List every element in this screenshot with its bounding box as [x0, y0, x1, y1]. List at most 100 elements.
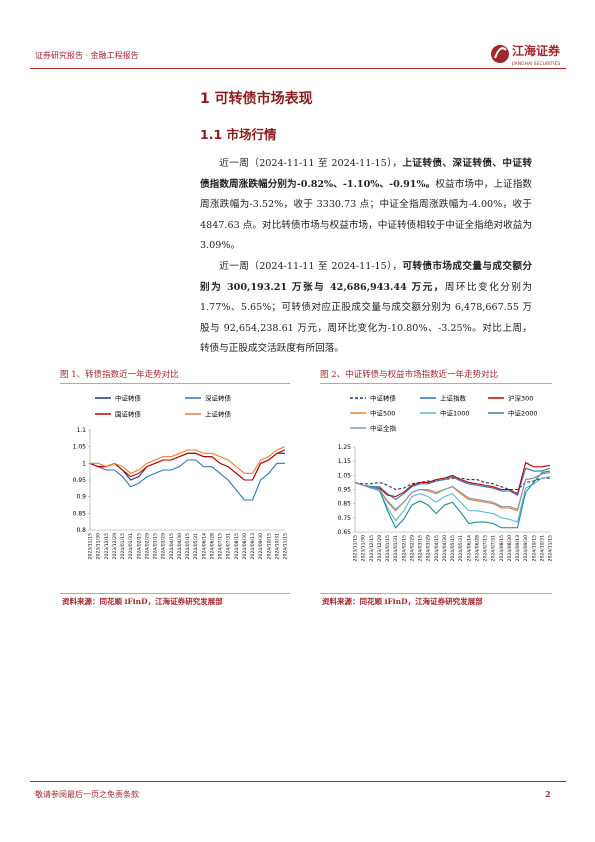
legend-label: 中证转债: [115, 394, 142, 403]
figure-caption: 图 1、转债指数近一年走势对比: [60, 368, 290, 384]
x-tick-label: 2024/05/31: [458, 535, 464, 562]
x-tick-label: 2023/11/30: [96, 533, 102, 560]
x-tick-label: 2024/09/13: [250, 533, 256, 560]
y-tick-label: 1.1: [76, 427, 86, 434]
x-tick-label: 2024/04/30: [442, 535, 448, 562]
line-series: [354, 476, 551, 523]
line-series: [354, 470, 551, 529]
x-tick-label: 2023/11/30: [361, 535, 367, 562]
x-tick-label: 2024/02/29: [144, 533, 150, 560]
x-tick-label: 2024/09/30: [258, 533, 264, 560]
text-run: 周环比变化分别为 1.77%、5.65%；可转债对应正股成交量与成交额分别为 6…: [200, 281, 532, 355]
subsection-title: 1.1 市场行情: [200, 127, 277, 142]
x-tick-label: 2024/11/15: [548, 535, 554, 562]
x-tick-label: 2024/01/15: [385, 535, 391, 562]
x-tick-label: 2024/02/15: [136, 533, 142, 560]
x-tick-label: 2024/03/29: [161, 533, 167, 560]
line-series: [89, 459, 285, 501]
logo-text: 江海证券: [512, 43, 561, 58]
x-tick-label: 2024/02/15: [401, 535, 407, 562]
x-tick-label: 2024/08/15: [234, 533, 240, 560]
legend-label: 中证1000: [440, 409, 470, 418]
x-tick-label: 2024/10/31: [539, 535, 545, 562]
y-tick-label: 0.85: [73, 510, 87, 517]
x-tick-label: 2024/06/14: [201, 533, 207, 560]
footer-text: 敬请参阅最后一页之免责条款: [35, 790, 139, 799]
legend-label: 上证转债: [205, 410, 232, 419]
x-tick-label: 2024/07/15: [483, 535, 489, 562]
y-tick-label: 0.8: [76, 527, 86, 534]
paragraph: 近一周（2024-11-11 至 2024-11-15），上证转债、深证转债、中…: [200, 154, 532, 257]
x-tick-label: 2024/06/14: [466, 535, 472, 562]
legend-label: 中证500: [370, 409, 395, 418]
x-tick-label: 2024/04/30: [177, 533, 183, 560]
header-rule: [30, 68, 566, 69]
footer-rule: [30, 781, 566, 782]
x-tick-label: 2023/11/15: [353, 535, 359, 562]
legend-label: 国证转债: [115, 410, 142, 419]
x-tick-label: 2024/05/31: [193, 533, 199, 560]
legend-label: 中证转债: [370, 394, 397, 403]
x-tick-label: 2024/10/15: [266, 533, 272, 560]
legend-label: 中证2000: [508, 409, 538, 418]
x-tick-label: 2024/09/13: [515, 535, 521, 562]
y-tick-label: 1.15: [338, 458, 352, 465]
x-tick-label: 2023/12/15: [104, 533, 110, 560]
paragraph: 近一周（2024-11-11 至 2024-11-15），可转债市场成交量与成交…: [200, 257, 532, 360]
x-tick-label: 2023/12/15: [369, 535, 375, 562]
x-tick-label: 2024/07/31: [226, 533, 232, 560]
x-tick-label: 2023/12/29: [377, 535, 383, 562]
x-tick-label: 2024/04/15: [169, 533, 175, 560]
y-tick-label: 0.95: [73, 477, 87, 484]
x-tick-label: 2024/08/30: [507, 535, 513, 562]
x-tick-label: 2024/09/30: [523, 535, 529, 562]
header-text: 证券研究报告 · 金融工程报告: [35, 51, 139, 60]
chart: 0.8 0.85 0.9 0.95 1 1.05 1.1 2023/11/15 2023/11/…: [73, 394, 289, 560]
x-tick-label: 2024/02/29: [409, 535, 415, 562]
x-tick-label: 2024/04/15: [434, 535, 440, 562]
x-tick-label: 2024/07/15: [218, 533, 224, 560]
line-series: [354, 471, 551, 511]
text-run: 近一周（2024-11-11 至 2024-11-15），: [219, 158, 403, 169]
x-tick-label: 2024/01/31: [393, 535, 399, 562]
line-series: [354, 467, 551, 501]
logo-swoosh: [494, 47, 507, 59]
line-series: [354, 477, 550, 491]
legend-label: 中证全指: [370, 424, 397, 433]
figure-rule: [320, 593, 552, 594]
page-number: 2: [545, 789, 551, 799]
y-tick-label: 0.75: [338, 515, 352, 522]
logo-text-en: JIANGHAI SECURITIES: [511, 61, 560, 67]
x-tick-label: 2024/11/15: [283, 533, 289, 560]
x-tick-label: 2024/06/28: [209, 533, 215, 560]
legend-label: 沪深300: [508, 394, 533, 403]
figure-source: 资料来源：同花顺 iFinD，江海证券研究发展部: [62, 597, 223, 606]
x-tick-label: 2023/11/15: [88, 533, 94, 560]
line-series: [354, 461, 551, 498]
x-tick-label: 2024/03/29: [426, 535, 432, 562]
text-run: 近一周（2024-11-11 至 2024-11-15），: [219, 261, 403, 272]
x-tick-label: 2024/05/15: [450, 535, 456, 562]
line-series: [89, 449, 286, 481]
y-tick-label: 1: [82, 460, 86, 467]
x-tick-label: 2024/01/15: [120, 533, 126, 560]
y-tick-label: 1.05: [73, 444, 87, 451]
y-tick-label: 1.25: [338, 444, 352, 451]
x-tick-label: 2024/03/15: [418, 535, 424, 562]
section-title: 1 可转债市场表现: [200, 91, 313, 107]
figure-rule: [60, 593, 290, 594]
text-run: 权益市场中，上证指数周涨跌幅为-3.52%，收于 3330.73 点；中证全指周…: [200, 178, 532, 252]
x-tick-label: 2023/12/29: [112, 533, 118, 560]
x-tick-label: 2024/03/15: [153, 533, 159, 560]
legend-label: 上证指数: [440, 394, 467, 403]
figure-source: 资料来源：同花顺 iFinD，江海证券研究发展部: [322, 597, 483, 606]
x-tick-label: 2024/07/31: [491, 535, 497, 562]
x-tick-label: 2024/10/31: [274, 533, 280, 560]
x-tick-label: 2024/10/15: [531, 535, 537, 562]
y-tick-label: 0.85: [338, 501, 352, 508]
y-tick-label: 0.9: [76, 494, 86, 501]
text-run: 可转债市场成交量与成交额分别为 300,193.21 万张与 42,686,94…: [200, 261, 533, 293]
logo-icon: [491, 45, 509, 63]
